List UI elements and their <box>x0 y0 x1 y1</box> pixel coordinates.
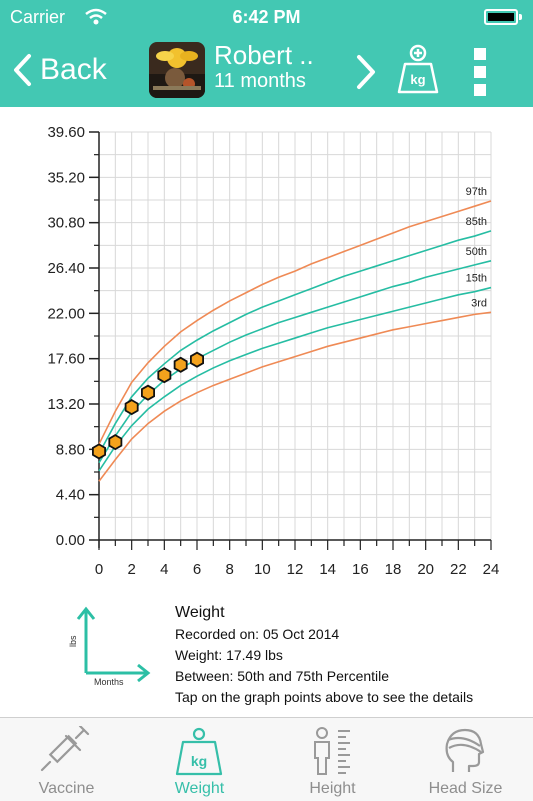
height-icon <box>314 727 350 775</box>
x-tick-label: 4 <box>160 561 168 578</box>
y-tick-label: 0.00 <box>56 532 85 549</box>
head-icon <box>445 728 485 772</box>
nav-bar: Back Robert .. 11 months kg <box>0 36 533 107</box>
percentile-label: 85th <box>466 216 487 228</box>
y-tick-label: 30.80 <box>47 215 85 232</box>
tab-weight[interactable]: kg Weight <box>133 718 266 801</box>
chart-svg[interactable]: 0.00 4.40 8.80 13.20 17.60 22.00 26.40 30.80 35.… <box>0 107 533 587</box>
info-title: Weight <box>175 604 225 621</box>
x-tick-label: 12 <box>287 561 304 578</box>
status-bar: Carrier 6:42 PM <box>0 0 533 36</box>
percentile-line <box>98 230 492 454</box>
y-tick-label: 22.00 <box>47 305 85 322</box>
y-tick-label: 13.20 <box>47 396 85 413</box>
carrier-label: Carrier <box>10 7 66 27</box>
x-tick-label: 22 <box>450 561 467 578</box>
weight-icon-label: kg <box>191 753 207 769</box>
clock: 6:42 PM <box>232 7 301 27</box>
y-tick-label: 35.20 <box>47 169 85 186</box>
percentile-line <box>98 311 492 482</box>
battery-tip <box>519 14 522 20</box>
measurement-point[interactable] <box>108 434 123 451</box>
tab-vaccine[interactable]: Vaccine <box>0 718 133 801</box>
x-tick-label: 24 <box>483 561 500 578</box>
measurement-point[interactable] <box>124 399 139 416</box>
measurement-point[interactable] <box>157 367 172 384</box>
child-avatar[interactable] <box>149 42 205 98</box>
y-tick-label: 4.40 <box>56 487 85 504</box>
tab-head-size-label: Head Size <box>428 780 503 797</box>
x-tick-label: 0 <box>95 561 103 578</box>
more-menu-icon[interactable] <box>474 48 488 96</box>
add-weight-label: kg <box>410 72 425 87</box>
x-tick-label: 20 <box>417 561 434 578</box>
x-tick-label: 6 <box>193 561 201 578</box>
x-tick-label: 16 <box>352 561 369 578</box>
x-tick-label: 2 <box>127 561 135 578</box>
tab-vaccine-label: Vaccine <box>38 780 95 797</box>
axes-legend-icon: lbs Months <box>68 606 151 685</box>
measurement-point[interactable] <box>92 443 106 460</box>
battery-fill <box>488 13 514 21</box>
top-bar: Carrier 6:42 PM Back <box>0 0 533 107</box>
weight-value: Weight: 17.49 lbs <box>175 647 283 663</box>
tab-bar: Vaccine kg Weight Height <box>0 717 533 801</box>
chevron-right-icon[interactable] <box>355 54 377 90</box>
percentile-label: 15th <box>466 273 487 285</box>
x-tick-label: 14 <box>319 561 336 578</box>
tab-weight-label: Weight <box>174 780 225 797</box>
percentile-label: 97th <box>466 186 487 198</box>
percentile-label: 50th <box>466 246 487 258</box>
avatar-image <box>149 42 205 98</box>
axes-x-label: Months <box>94 677 124 685</box>
percentile-line <box>98 200 492 445</box>
chevron-left-icon <box>14 54 31 86</box>
growth-chart[interactable]: 0.00 4.40 8.80 13.20 17.60 22.00 26.40 30.80 35.… <box>0 107 533 587</box>
percentile-range: Between: 50th and 75th Percentile <box>175 668 390 684</box>
y-tick-label: 39.60 <box>47 124 85 141</box>
syringe-icon <box>40 726 90 772</box>
back-label: Back <box>40 53 107 86</box>
x-tick-label: 18 <box>385 561 402 578</box>
weight-icon: kg <box>175 727 223 776</box>
child-name: Robert .. <box>214 40 314 70</box>
y-tick-label: 17.60 <box>47 351 85 368</box>
percentile-line <box>98 286 492 472</box>
child-age: 11 months <box>214 70 306 92</box>
axes-y-label: lbs <box>68 635 78 647</box>
x-tick-label: 8 <box>225 561 233 578</box>
percentile-label: 3rd <box>471 297 487 309</box>
recorded-date: Recorded on: 05 Oct 2014 <box>175 626 340 642</box>
tab-height[interactable]: Height <box>266 718 399 801</box>
measurement-point[interactable] <box>140 384 156 401</box>
tap-hint: Tap on the graph points above to see the… <box>175 689 474 705</box>
info-panel: lbs Months Weight Recorded on: 05 Oct 20… <box>0 597 533 715</box>
back-button[interactable]: Back <box>12 48 107 92</box>
add-weight-icon[interactable]: kg <box>396 44 440 96</box>
tab-head-size[interactable]: Head Size <box>399 718 532 801</box>
x-tick-label: 10 <box>254 561 271 578</box>
tab-height-label: Height <box>309 780 356 797</box>
y-tick-label: 8.80 <box>56 441 85 458</box>
y-tick-label: 26.40 <box>47 260 85 277</box>
wifi-icon <box>85 8 107 25</box>
battery-icon <box>484 9 518 25</box>
measurement-point[interactable] <box>189 351 205 368</box>
measurement-point[interactable] <box>173 356 188 373</box>
